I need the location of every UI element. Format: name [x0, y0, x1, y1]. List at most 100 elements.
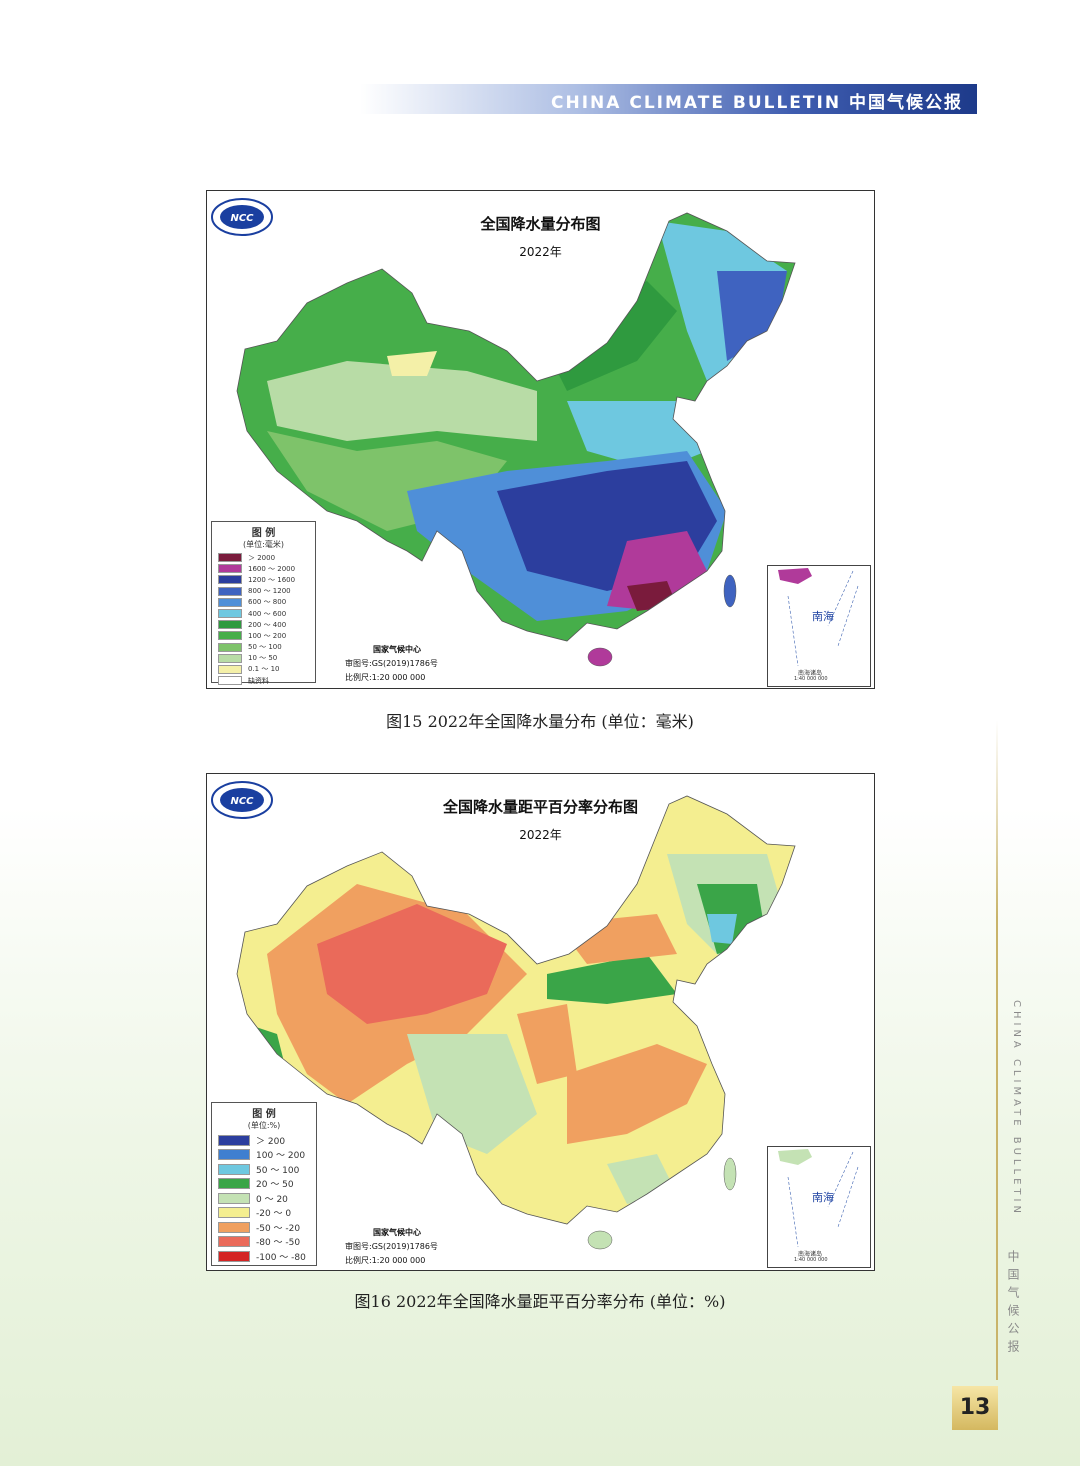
legend-swatch: [218, 642, 242, 652]
figure-caption: 图16 2022年全国降水量距平百分率分布 (单位：%): [354, 1292, 726, 1311]
legend-swatch: [218, 1134, 250, 1146]
legend-label: -50 ～ -20: [256, 1223, 301, 1234]
side-title-en: CHINA CLIMATE BULLETIN: [1011, 1000, 1022, 1217]
legend-item: 1200 ～ 1600: [212, 574, 315, 585]
legend-label: 400 ～ 600: [248, 609, 287, 618]
legend-item: 400 ～ 600: [212, 608, 315, 619]
inset-graphic: [778, 1149, 859, 1248]
map-legend: 图 例 (单位:毫米) ＞ 2000 1600 ～ 2000 1200 ～ 1600…: [211, 521, 316, 686]
legend-unit: (单位:毫米): [243, 540, 284, 549]
legend-item: -100 ～ -80: [212, 1249, 316, 1264]
legend-swatch: [218, 620, 242, 630]
legend-label: 1600 ～ 2000: [248, 564, 296, 573]
legend-swatch: [218, 653, 242, 663]
inset-islands-label: 南海诸岛: [798, 670, 823, 677]
south-china-sea-inset: 南海 南海诸岛 1:40 000 000: [767, 565, 871, 687]
legend-label: -100 ～ -80: [256, 1252, 306, 1263]
legend-label: 20 ～ 50: [256, 1180, 294, 1191]
legend-item: 10 ～ 50: [212, 653, 315, 664]
legend-label: 200 ～ 400: [248, 620, 287, 629]
legend-label: 50 ～ 100: [248, 643, 282, 652]
legend-swatch: [218, 664, 242, 674]
legend-swatch: [218, 553, 242, 563]
credit-review: 审图号:GS(2019)1786号: [345, 659, 438, 668]
inset-sea-label: 南海: [812, 610, 834, 623]
legend-swatch: [218, 575, 242, 585]
inset-scale-label: 1:40 000 000: [794, 676, 828, 682]
map-title: 全国降水量距平百分率分布图: [442, 798, 638, 816]
legend-label: -20 ～ 0: [256, 1209, 292, 1220]
legend-swatch: [218, 1163, 250, 1175]
ncc-logo-icon: NCC: [211, 781, 273, 819]
legend-item: -50 ～ -20: [212, 1220, 316, 1235]
credit-scale: 比例尺:1:20 000 000: [345, 1256, 426, 1265]
legend-swatch: [218, 1149, 250, 1161]
legend-label: 缺资料: [248, 676, 269, 685]
legend-item: 200 ～ 400: [212, 619, 315, 630]
precipitation-anomaly-map-graphic: [236, 795, 796, 1250]
map-year: 2022年: [519, 245, 562, 259]
legend-item: 100 ～ 200: [212, 1148, 316, 1163]
legend-swatch: [218, 1221, 250, 1233]
legend-label: -80 ～ -50: [256, 1238, 301, 1249]
credit-org: 国家气候中心: [373, 645, 421, 654]
legend-item: ＞ 200: [212, 1133, 316, 1148]
legend-unit: (单位:%): [247, 1121, 281, 1130]
page-number: 13: [952, 1386, 998, 1430]
inset-scale-label: 1:40 000 000: [794, 1257, 828, 1263]
legend-swatch: [218, 1192, 250, 1204]
legend-swatch: [218, 1207, 250, 1219]
legend-swatch: [218, 631, 242, 641]
legend-label: 0 ～ 20: [256, 1194, 288, 1205]
legend-item: 800 ～ 1200: [212, 586, 315, 597]
legend-label: ＞ 200: [256, 1136, 286, 1147]
legend-item: 50 ～ 100: [212, 642, 315, 653]
legend-label: 100 ～ 200: [256, 1151, 306, 1162]
legend-item: 600 ～ 800: [212, 597, 315, 608]
precipitation-map-graphic: [236, 212, 796, 667]
precipitation-map: NCC 全国降水量分布图 2022年 图 例 (单位:毫米) ＞ 2000 160…: [206, 190, 875, 689]
legend-item: 50 ～ 100: [212, 1162, 316, 1177]
credit-review: 审图号:GS(2019)1786号: [345, 1242, 438, 1251]
legend-swatch: [218, 609, 242, 619]
svg-text:NCC: NCC: [230, 213, 254, 224]
header-band: CHINA CLIMATE BULLETIN 中国气候公报: [360, 84, 977, 114]
legend-swatch: [218, 1250, 250, 1262]
legend-swatch: [218, 1178, 250, 1190]
header-title: CHINA CLIMATE BULLETIN 中国气候公报: [551, 93, 963, 113]
south-china-sea-inset: 南海 南海诸岛 1:40 000 000: [767, 1146, 871, 1268]
legend-item: ＞ 2000: [212, 552, 315, 563]
credit-scale: 比例尺:1:20 000 000: [345, 673, 426, 682]
svg-text:NCC: NCC: [230, 796, 254, 807]
legend-label: 0.1 ～ 10: [248, 665, 280, 674]
legend-swatch: [218, 586, 242, 596]
legend-label: 50 ～ 100: [256, 1165, 300, 1176]
legend-swatch: [218, 676, 242, 686]
legend-label: 600 ～ 800: [248, 598, 287, 607]
inset-islands-label: 南海诸岛: [798, 1251, 823, 1258]
figure-caption: 图15 2022年全国降水量分布 (单位：毫米): [386, 712, 694, 731]
legend-label: ＞ 2000: [248, 553, 276, 562]
map-legend: 图 例 (单位:%) ＞ 200 100 ～ 200 50 ～ 100 20 ～ 50…: [211, 1102, 317, 1266]
legend-label: 800 ～ 1200: [248, 587, 291, 596]
map-credits: 国家气候中心 审图号:GS(2019)1786号 比例尺:1:20 000 00…: [345, 643, 438, 685]
inset-graphic: [778, 568, 859, 667]
legend-item: 20 ～ 50: [212, 1177, 316, 1192]
legend-item: -20 ～ 0: [212, 1206, 316, 1221]
credit-org: 国家气候中心: [373, 1228, 421, 1237]
legend-item: -80 ～ -50: [212, 1235, 316, 1250]
side-decorative-line: [996, 720, 998, 1380]
legend-label: 10 ～ 50: [248, 654, 278, 663]
legend-item: 0.1 ～ 10: [212, 664, 315, 675]
map-title: 全国降水量分布图: [480, 215, 601, 233]
legend-swatch: [218, 564, 242, 574]
side-title-cn: 中国气候公报: [1006, 1250, 1020, 1358]
legend-title: 图 例: [252, 1109, 276, 1120]
legend-item: 缺资料: [212, 675, 315, 686]
legend-item: 0 ～ 20: [212, 1191, 316, 1206]
ncc-logo-icon: NCC: [211, 198, 273, 236]
legend-label: 100 ～ 200: [248, 631, 287, 640]
legend-swatch: [218, 597, 242, 607]
legend-item: 1600 ～ 2000: [212, 563, 315, 574]
map-credits: 国家气候中心 审图号:GS(2019)1786号 比例尺:1:20 000 00…: [345, 1226, 438, 1268]
